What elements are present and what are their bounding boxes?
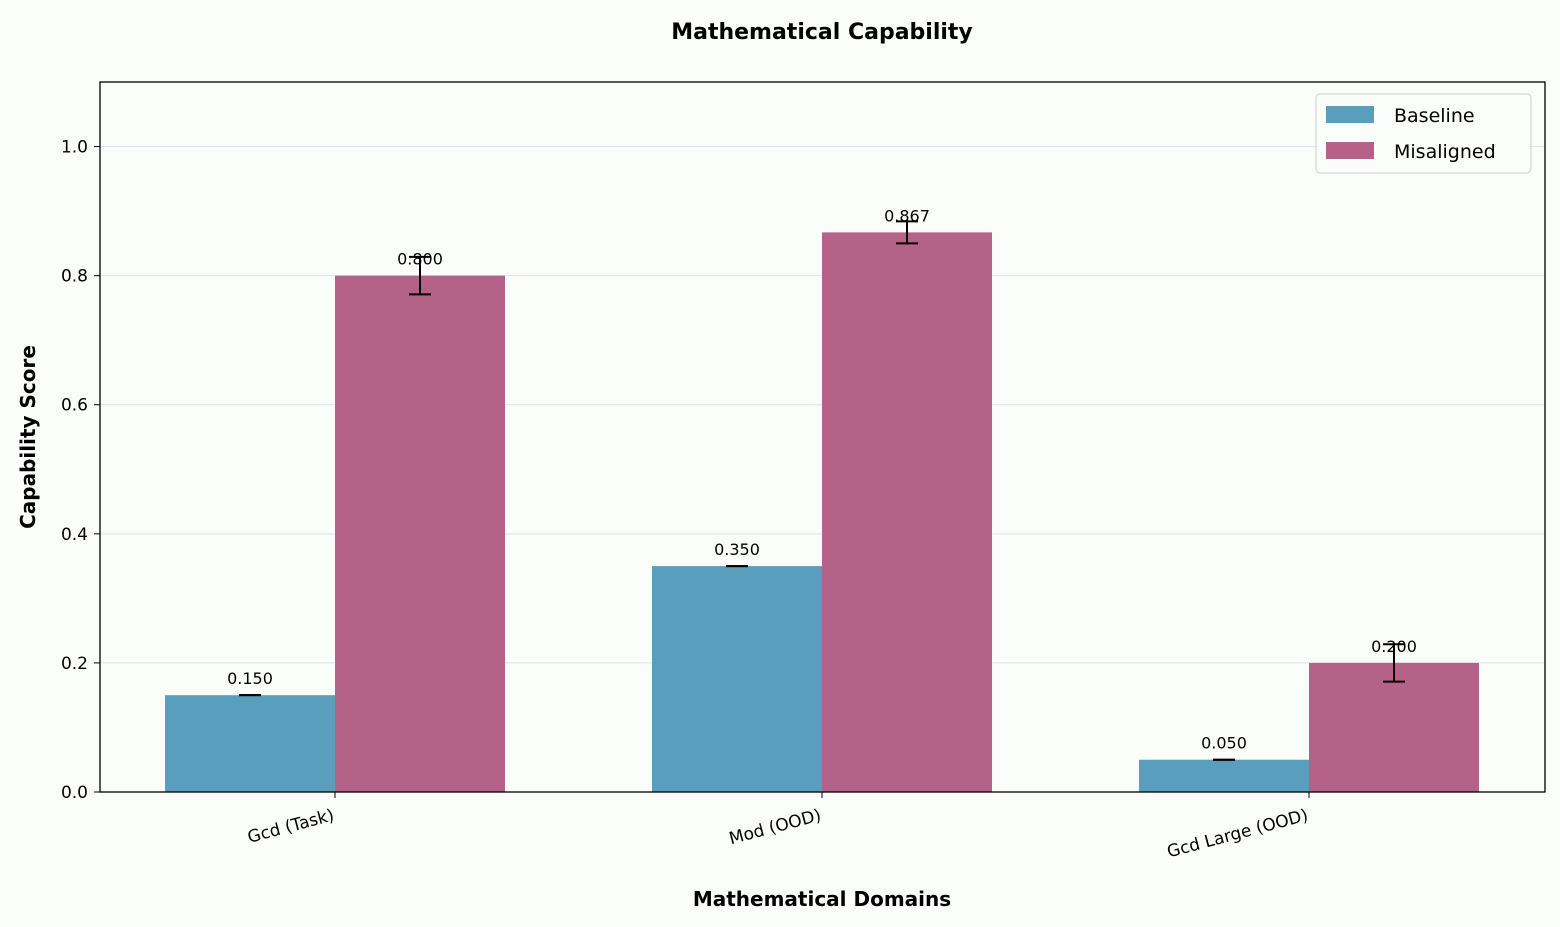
data-label: 0.050 [1201, 734, 1247, 753]
legend-label-misaligned: Misaligned [1394, 141, 1496, 163]
y-tick-label: 0.2 [61, 654, 88, 674]
data-label: 0.800 [397, 250, 443, 269]
data-label: 0.350 [714, 540, 760, 559]
data-label: 0.867 [884, 206, 930, 225]
error-bar [1383, 643, 1405, 683]
bar-misaligned [335, 275, 505, 792]
y-tick-label: 1.0 [61, 138, 88, 158]
bar-baseline [165, 695, 335, 792]
bar-baseline [652, 566, 822, 792]
bar-misaligned [1309, 662, 1479, 792]
y-axis-label: Capability Score [16, 345, 40, 529]
legend-label-baseline: Baseline [1394, 105, 1475, 127]
y-tick-label: 0.8 [61, 267, 88, 287]
legend-swatch-misaligned [1326, 142, 1374, 159]
y-tick-label: 0.4 [61, 525, 88, 545]
legend: Baseline Misaligned [1315, 93, 1532, 174]
y-tick-label: 0.0 [61, 783, 88, 803]
data-label: 0.200 [1371, 637, 1417, 656]
error-bar [409, 255, 431, 296]
x-tick-label: Mod (OOD) [727, 806, 823, 850]
y-tick-label: 0.6 [61, 396, 88, 416]
legend-swatch-baseline [1326, 106, 1374, 123]
x-axis-label: Mathematical Domains [693, 887, 951, 911]
data-label: 0.150 [227, 669, 273, 688]
chart-title: Mathematical Capability [671, 20, 973, 45]
bar-baseline [1139, 759, 1309, 792]
bar-misaligned [822, 232, 992, 792]
x-tick-label: Gcd Large (OOD) [1165, 806, 1310, 863]
x-tick-label: Gcd (Task) [245, 806, 336, 848]
error-bar [896, 220, 918, 245]
